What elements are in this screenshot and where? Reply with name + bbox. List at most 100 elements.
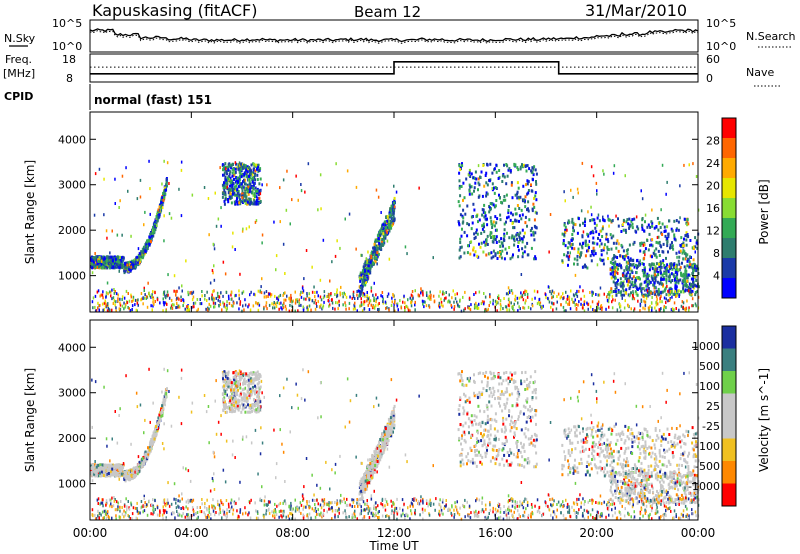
heatmap-cell: [521, 228, 524, 232]
heatmap-cell: [522, 298, 525, 302]
heatmap-cell: [180, 299, 182, 302]
heatmap-cell: [233, 193, 236, 197]
heatmap-cell: [162, 292, 165, 296]
heatmap-cell: [630, 282, 633, 286]
heatmap-cell: [618, 262, 621, 266]
heatmap-cell: [695, 279, 698, 282]
heatmap-cell: [230, 166, 233, 170]
heatmap-cell: [666, 225, 669, 229]
heatmap-cell: [496, 257, 499, 260]
heatmap-cell: [653, 281, 656, 285]
heatmap-cell: [486, 162, 488, 166]
heatmap-cell: [94, 172, 97, 176]
heatmap-cell: [627, 279, 630, 283]
heatmap-cell: [676, 255, 678, 259]
heatmap-cell: [102, 261, 105, 265]
heatmap-cell: [348, 212, 351, 216]
heatmap-cell: [556, 295, 558, 298]
heatmap-cell: [94, 294, 97, 298]
heatmap-cell: [176, 302, 178, 305]
heatmap-cell: [232, 169, 235, 173]
heatmap-cell: [220, 224, 222, 228]
heatmap-cell: [374, 260, 377, 264]
heatmap-cell: [576, 289, 578, 293]
heatmap-cell: [142, 253, 145, 257]
heatmap-cell: [232, 181, 235, 185]
heatmap-cell: [377, 195, 380, 199]
heatmap-cell: [451, 305, 453, 309]
heatmap-cell: [571, 217, 574, 221]
heatmap-cell: [152, 304, 154, 308]
heatmap-cell: [674, 283, 677, 286]
heatmap-cell: [228, 302, 231, 305]
heatmap-cell: [114, 465, 117, 469]
heatmap-cell: [658, 262, 660, 266]
heatmap-cell: [106, 468, 109, 472]
heatmap-cell: [225, 308, 228, 312]
heatmap-cell: [209, 281, 212, 285]
heatmap-cell: [664, 234, 667, 238]
heatmap-cell: [448, 293, 450, 297]
heatmap-cell: [547, 285, 550, 289]
heatmap-cell: [603, 292, 605, 296]
heatmap-cell: [565, 254, 568, 258]
heatmap-cell: [624, 277, 627, 281]
heatmap-cell: [208, 302, 210, 306]
heatmap-cell: [231, 171, 234, 175]
heatmap-cell: [491, 182, 494, 186]
heatmap-cell: [94, 305, 96, 309]
heatmap-cell: [459, 241, 462, 244]
heatmap-cell: [677, 279, 680, 283]
heatmap-cell: [499, 302, 502, 306]
heatmap-cell: [175, 293, 177, 297]
heatmap-cell: [533, 238, 536, 242]
heatmap-cell: [597, 213, 600, 217]
heatmap-cell: [92, 464, 94, 468]
heatmap-cell: [248, 178, 251, 182]
heatmap-cell: [623, 257, 626, 261]
heatmap-cell: [647, 248, 650, 252]
heatmap-cell: [568, 300, 571, 304]
heatmap-cell: [358, 276, 361, 280]
heatmap-cell: [581, 246, 584, 250]
heatmap-cell: [99, 303, 101, 307]
heatmap-cell: [566, 251, 569, 255]
heatmap-cell: [574, 303, 576, 307]
heatmap-cell: [553, 302, 555, 306]
heatmap-cell: [503, 228, 506, 232]
heatmap-cell: [213, 289, 215, 293]
heatmap-cell: [483, 225, 485, 229]
heatmap-cell: [158, 413, 161, 417]
heatmap-cell: [633, 297, 636, 301]
heatmap-cell: [368, 301, 371, 305]
heatmap-cell: [586, 249, 588, 253]
heatmap-cell: [624, 291, 627, 295]
heatmap-cell: [484, 295, 487, 299]
heatmap-cell: [613, 164, 616, 168]
colorbar-swatch: [722, 278, 736, 299]
heatmap-cell: [453, 305, 456, 308]
heatmap-cell: [244, 192, 247, 195]
heatmap-cell: [568, 295, 571, 299]
heatmap-cell: [666, 241, 669, 245]
heatmap-cell: [260, 285, 262, 289]
heatmap-cell: [370, 303, 373, 307]
heatmap-cell: [222, 166, 225, 169]
heatmap-cell: [294, 290, 296, 294]
heatmap-cell: [377, 303, 379, 307]
heatmap-cell: [671, 267, 674, 271]
heatmap-cell: [469, 308, 472, 312]
heatmap-cell: [388, 257, 391, 261]
heatmap-cell: [495, 199, 498, 202]
heatmap-cell: [223, 181, 225, 185]
heatmap-cell: [524, 215, 527, 219]
heatmap-cell: [669, 298, 671, 302]
heatmap-cell: [542, 304, 544, 308]
heatmap-cell: [603, 243, 606, 247]
heatmap-cell: [665, 269, 668, 273]
heatmap-cell: [625, 260, 628, 264]
heatmap-cell: [675, 276, 678, 280]
heatmap-cell: [460, 234, 463, 238]
heatmap-cell: [508, 246, 511, 249]
colorbar-swatch: [722, 258, 736, 279]
